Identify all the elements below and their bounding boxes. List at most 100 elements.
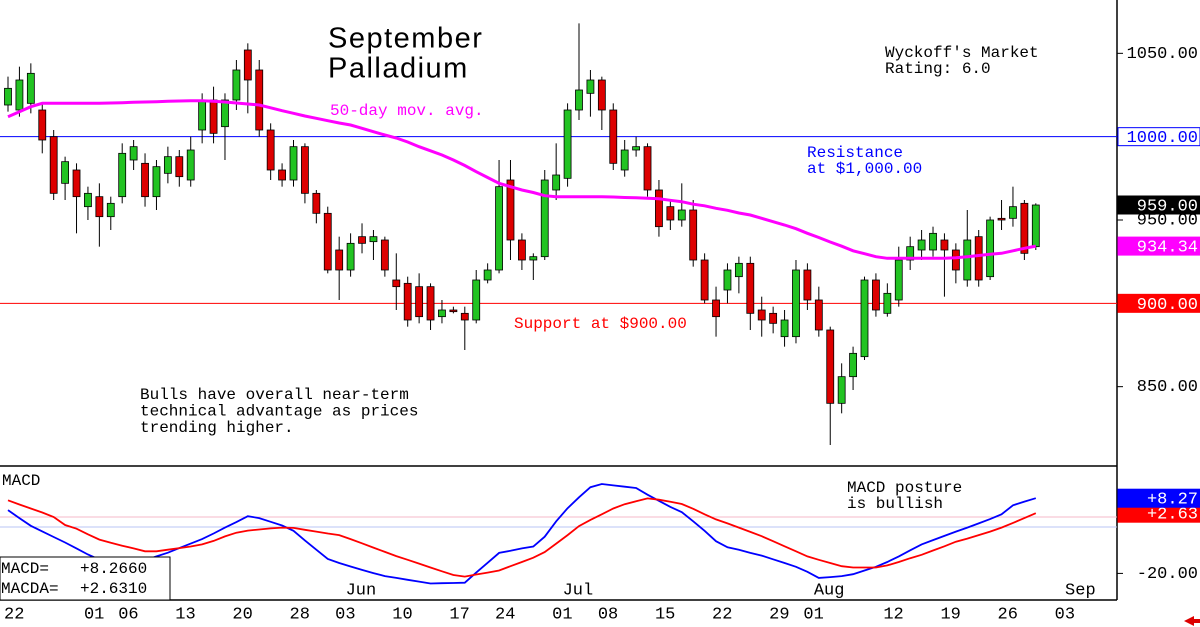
candle-body	[358, 236, 366, 244]
legend-name: MACD=	[1, 560, 49, 578]
candle-body	[403, 282, 412, 321]
candle-body	[175, 156, 184, 178]
candle-body	[15, 79, 24, 111]
candle-body	[323, 212, 332, 271]
candle-body	[632, 146, 640, 151]
candle-body	[232, 69, 241, 101]
annotation: MACD posture	[847, 479, 962, 497]
candle-body	[1009, 206, 1017, 219]
annotation: trending higher.	[140, 419, 294, 437]
candle-body	[803, 269, 812, 301]
candle-body	[826, 329, 835, 404]
x-tick-label: 20	[232, 605, 252, 624]
month-label: Aug	[814, 581, 845, 600]
candle-body	[221, 99, 229, 128]
candle-body	[163, 156, 172, 174]
annotation: Resistance	[807, 144, 903, 162]
series-label: 50-day mov. avg.	[330, 102, 484, 120]
candle-body	[243, 49, 252, 81]
candle-body	[335, 249, 344, 271]
candle-body	[689, 209, 698, 261]
candle-body	[152, 166, 161, 198]
candle-body	[95, 196, 104, 218]
candle-body	[1031, 204, 1040, 248]
candle-body	[940, 239, 949, 251]
chart-title: September	[328, 23, 483, 55]
candle-body	[677, 209, 686, 221]
candle-body	[974, 236, 983, 281]
candle-body	[552, 174, 561, 191]
x-tick-label: 19	[940, 605, 960, 624]
y-tick-label: 1050.00	[1127, 45, 1198, 64]
candle-body	[106, 202, 115, 218]
x-tick-label: 01	[84, 605, 104, 624]
price-tag	[1117, 488, 1200, 508]
month-label: Jun	[346, 581, 377, 600]
candle-body	[906, 246, 915, 261]
annotation: Bulls have overall near-term	[140, 386, 409, 404]
candle-body	[792, 269, 800, 338]
candle-body	[255, 69, 264, 131]
candle-body	[506, 179, 515, 241]
candle-body	[198, 99, 207, 131]
candle-body	[518, 239, 526, 261]
price-tag	[1117, 127, 1200, 147]
annotation: Wyckoff's Market	[885, 44, 1039, 62]
x-tick-label: 28	[290, 605, 310, 624]
candle-body	[837, 376, 846, 404]
candle-body	[643, 146, 652, 191]
candle-body	[129, 146, 138, 161]
price-tag	[1117, 236, 1200, 256]
month-label: Sep	[1065, 581, 1096, 600]
x-tick-label: 10	[392, 605, 412, 624]
candle-body	[929, 232, 937, 251]
price-tag-label: 959.00	[1137, 197, 1198, 216]
annotation: at $1,000.00	[807, 160, 922, 178]
panel-title: MACD	[2, 472, 40, 490]
legend-box	[0, 556, 171, 601]
x-tick-label: 22	[4, 605, 24, 624]
candle-body	[734, 262, 743, 278]
candle-body	[700, 259, 709, 301]
price-tag	[1117, 195, 1200, 215]
candle-body	[38, 109, 47, 141]
legend-readout: +2.6310	[80, 580, 147, 598]
y-tick-label: -20.00	[1137, 565, 1198, 584]
candle-body	[186, 149, 195, 181]
x-tick-label: 17	[449, 605, 469, 624]
annotation: Support at $900.00	[514, 315, 687, 333]
candle-body	[289, 146, 298, 181]
candle-body	[529, 256, 538, 261]
price-tag	[1117, 293, 1200, 313]
candle-body	[84, 192, 92, 208]
arrow-icon	[1184, 616, 1200, 626]
candle-body	[540, 179, 549, 258]
candle-body	[563, 109, 572, 179]
candle-body	[472, 279, 481, 321]
x-tick-label: 13	[175, 605, 195, 624]
x-tick-label: 06	[118, 605, 138, 624]
candle-body	[849, 352, 857, 378]
candle-body	[963, 239, 972, 281]
candle-body	[872, 279, 880, 311]
candle-body	[346, 242, 355, 271]
price-tag-label: +8.27	[1147, 491, 1198, 510]
candle-body	[426, 286, 435, 321]
candle-body	[986, 219, 995, 278]
candle-body	[814, 299, 823, 331]
price-tag-label: +2.63	[1147, 506, 1198, 525]
candle-body	[609, 109, 618, 164]
candle-body	[575, 89, 583, 111]
x-tick-label: 12	[883, 605, 903, 624]
x-tick-label: 03	[335, 605, 355, 624]
candle-body	[72, 169, 81, 198]
candle-body	[894, 259, 903, 301]
candle-body	[380, 239, 389, 271]
candle-body	[780, 319, 789, 338]
candle-body	[392, 279, 401, 288]
x-tick-label: 22	[712, 605, 732, 624]
price-tag-label: 1000.00	[1127, 129, 1198, 148]
candle-body	[917, 239, 926, 251]
candle-body	[712, 299, 720, 318]
annotation: technical advantage as prices	[140, 403, 418, 421]
